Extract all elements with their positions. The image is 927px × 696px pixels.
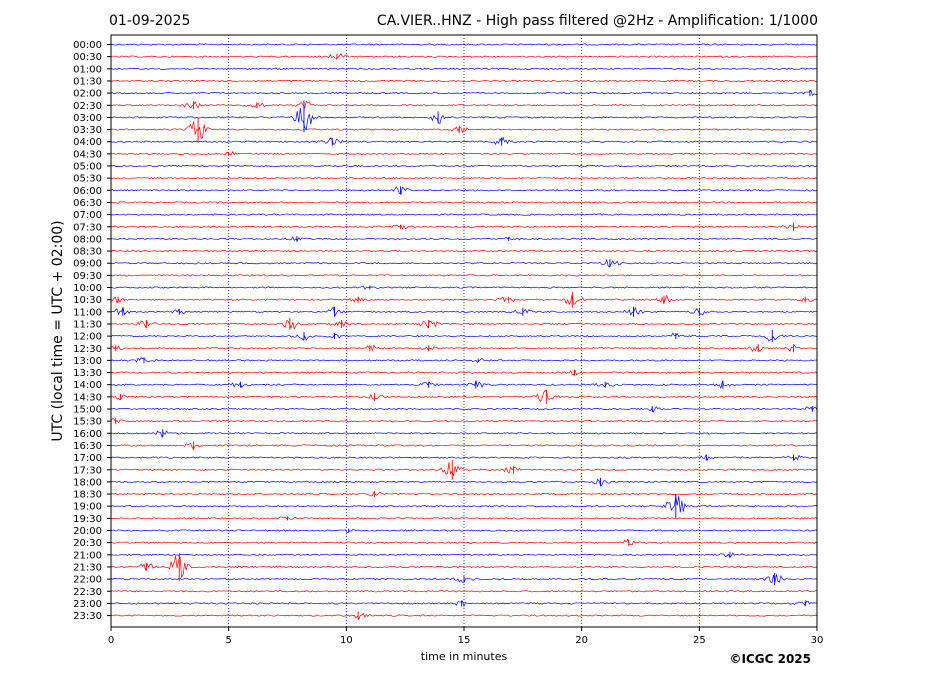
y-tick-label: 21:30 xyxy=(73,562,102,573)
y-tick-label: 14:00 xyxy=(73,380,102,391)
y-tick-label: 02:30 xyxy=(73,101,102,112)
y-tick-label: 21:00 xyxy=(73,550,102,561)
y-tick-label: 03:00 xyxy=(73,113,102,124)
y-tick-label: 00:00 xyxy=(73,40,102,51)
y-tick-label: 19:30 xyxy=(73,514,102,525)
x-tick-label: 25 xyxy=(693,635,706,646)
y-tick-label: 05:30 xyxy=(73,174,102,185)
y-tick-label: 20:00 xyxy=(73,526,102,537)
y-tick-label: 07:30 xyxy=(73,222,102,233)
y-axis-label: UTC (local time = UTC + 02:00) xyxy=(50,220,66,441)
y-tick-label: 11:00 xyxy=(73,307,102,318)
y-tick-label: 14:30 xyxy=(73,392,102,403)
y-tick-label: 13:00 xyxy=(73,356,102,367)
y-tick-label: 04:00 xyxy=(73,137,102,148)
chart-title: CA.VIER..HNZ - High pass filtered @2Hz -… xyxy=(377,13,818,29)
x-tick-label: 0 xyxy=(108,635,114,646)
y-tick-label: 08:30 xyxy=(73,247,102,258)
y-tick-label: 03:30 xyxy=(73,125,102,136)
y-tick-label: 23:30 xyxy=(73,611,102,622)
y-tick-label: 17:30 xyxy=(73,465,102,476)
y-tick-label: 20:30 xyxy=(73,538,102,549)
y-tick-label: 16:30 xyxy=(73,441,102,452)
y-tick-label: 05:00 xyxy=(73,162,102,173)
y-tick-label: 10:30 xyxy=(73,295,102,306)
copyright-label: ©ICGC 2025 xyxy=(729,652,811,666)
y-tick-label: 15:00 xyxy=(73,405,102,416)
y-tick-label: 22:30 xyxy=(73,587,102,598)
y-tick-label: 12:00 xyxy=(73,332,102,343)
y-tick-label: 08:00 xyxy=(73,234,102,245)
y-tick-label: 01:30 xyxy=(73,76,102,87)
y-tick-label: 17:00 xyxy=(73,453,102,464)
y-tick-label: 04:30 xyxy=(73,149,102,160)
y-tick-label: 12:30 xyxy=(73,344,102,355)
x-tick-label: 5 xyxy=(225,635,231,646)
y-tick-label: 15:30 xyxy=(73,417,102,428)
date-label: 01-09-2025 xyxy=(109,13,190,29)
y-tick-label: 07:00 xyxy=(73,210,102,221)
y-tick-label: 18:30 xyxy=(73,490,102,501)
y-tick-label: 19:00 xyxy=(73,502,102,513)
y-tick-label: 00:30 xyxy=(73,52,102,63)
y-tick-label: 18:00 xyxy=(73,477,102,488)
y-tick-label: 10:00 xyxy=(73,283,102,294)
x-tick-label: 30 xyxy=(811,635,824,646)
y-tick-label: 09:30 xyxy=(73,271,102,282)
y-tick-label: 06:00 xyxy=(73,186,102,197)
y-tick-label: 11:30 xyxy=(73,319,102,330)
y-tick-label: 16:00 xyxy=(73,429,102,440)
y-tick-label: 13:30 xyxy=(73,368,102,379)
x-tick-label: 10 xyxy=(340,635,353,646)
y-tick-label: 06:30 xyxy=(73,198,102,209)
y-tick-label: 01:00 xyxy=(73,64,102,75)
x-tick-label: 15 xyxy=(458,635,471,646)
y-tick-label: 22:00 xyxy=(73,575,102,586)
x-axis-label: time in minutes xyxy=(421,650,508,663)
x-tick-label: 20 xyxy=(575,635,588,646)
y-tick-label: 02:00 xyxy=(73,89,102,100)
y-tick-label: 09:00 xyxy=(73,259,102,270)
y-tick-label: 23:00 xyxy=(73,599,102,610)
